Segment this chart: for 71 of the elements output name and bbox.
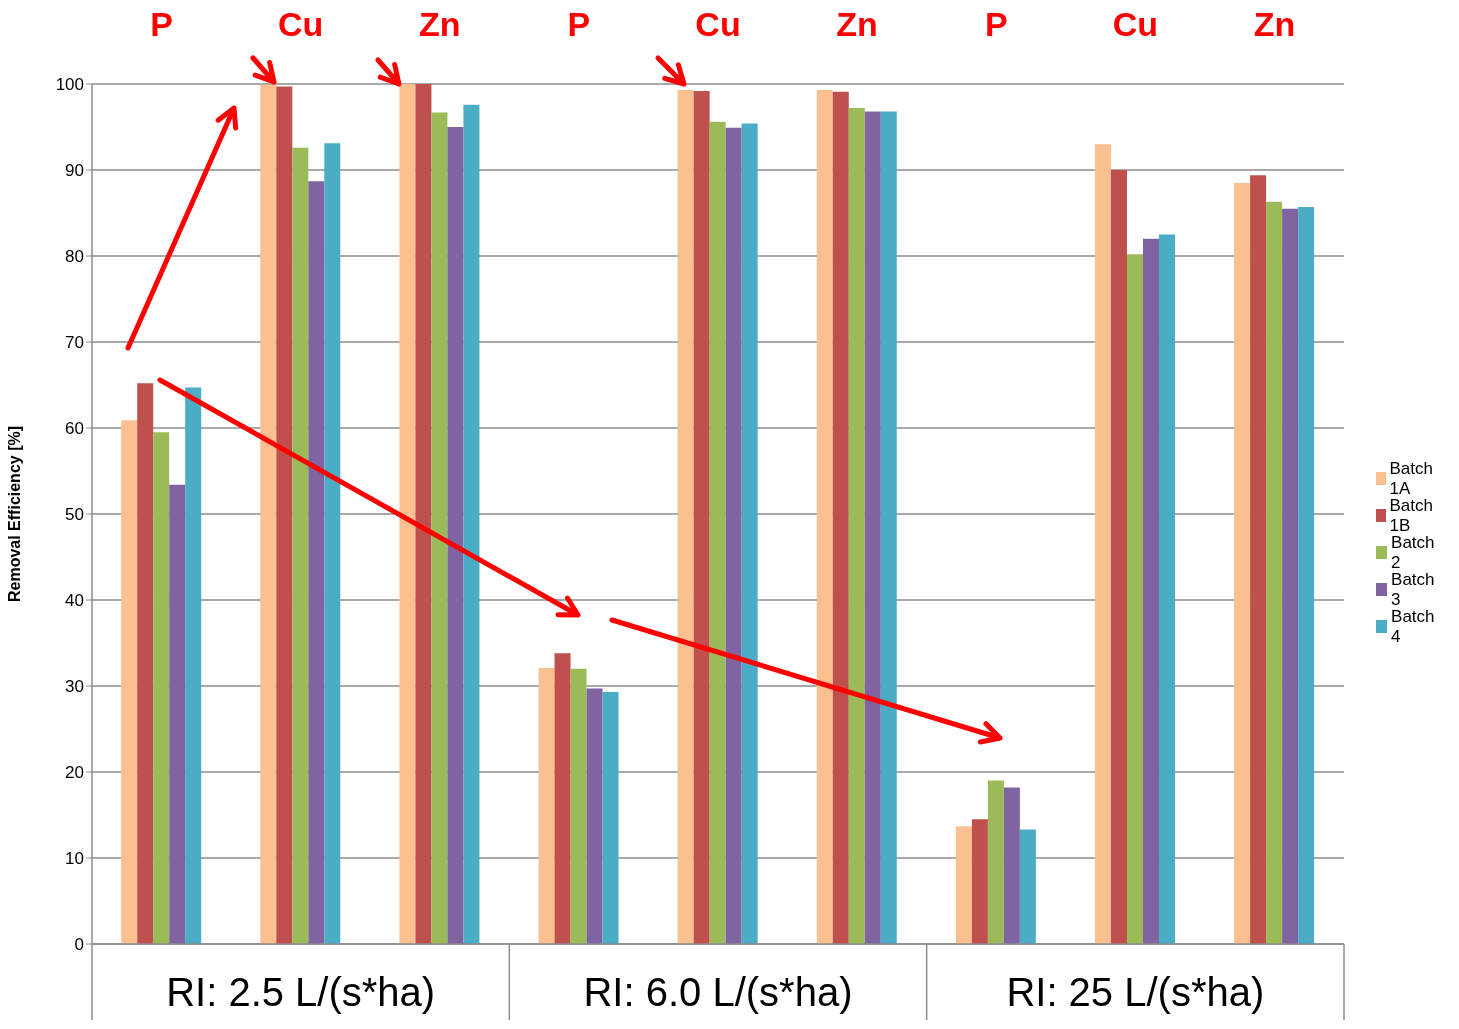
bar xyxy=(832,91,849,944)
legend-label: Batch 2 xyxy=(1391,532,1435,572)
bar xyxy=(415,84,432,944)
bar xyxy=(1019,829,1036,944)
bar xyxy=(1110,170,1127,944)
text: RI: 6.0 L/(s*ha) xyxy=(583,970,853,1014)
bar xyxy=(324,143,341,944)
bar xyxy=(848,108,865,944)
bar xyxy=(276,86,293,944)
y-tick-label: 20 xyxy=(65,763,84,783)
y-tick-label: 70 xyxy=(65,333,84,353)
x-tick-label: Zn xyxy=(419,5,461,43)
bar xyxy=(955,826,972,944)
bar xyxy=(1003,787,1020,944)
bar xyxy=(741,123,758,944)
bar xyxy=(725,127,742,944)
y-tick-label: 0 xyxy=(74,935,84,955)
bar xyxy=(880,111,897,944)
x-tick-label: Zn xyxy=(836,5,878,43)
y-tick-label: 90 xyxy=(65,161,84,181)
bar xyxy=(1250,175,1267,944)
y-tick-label: 50 xyxy=(65,505,84,525)
x-tick-label: Cu xyxy=(695,5,741,43)
bar xyxy=(431,112,448,944)
bar xyxy=(554,653,571,944)
legend-label: Batch 3 xyxy=(1391,569,1435,609)
y-tick-label: 10 xyxy=(65,849,84,869)
bar xyxy=(709,121,726,944)
bar xyxy=(463,104,480,944)
bar xyxy=(169,484,186,944)
y-tick-label: 60 xyxy=(65,419,84,439)
x-tick-label: P xyxy=(567,5,591,43)
bar xyxy=(864,111,881,944)
y-axis-title: Removal Efficiency [%] xyxy=(5,425,23,603)
bar xyxy=(137,383,154,944)
x-tick-label: P xyxy=(984,5,1008,43)
y-tick-label: 100 xyxy=(55,75,84,95)
bar xyxy=(292,147,309,944)
bar xyxy=(447,127,464,944)
y-tick-label: 40 xyxy=(65,591,84,611)
bar xyxy=(987,780,1004,944)
bar xyxy=(121,420,138,944)
x-tick-label: P xyxy=(150,5,173,43)
legend-label: Batch 4 xyxy=(1391,606,1436,647)
x-tick-label: Cu xyxy=(278,5,324,43)
bar xyxy=(153,432,170,944)
bar xyxy=(586,688,603,944)
bar xyxy=(1234,182,1251,944)
bar xyxy=(602,692,619,944)
bar xyxy=(1298,206,1315,944)
bar xyxy=(1094,144,1111,944)
x-tick-label: Zn xyxy=(1253,5,1296,43)
x-tick-label: Cu xyxy=(1112,5,1158,43)
y-tick-label: 80 xyxy=(65,247,84,267)
bar xyxy=(693,90,710,944)
text: RI: 25 L/(s*ha) xyxy=(1006,970,1265,1014)
bar xyxy=(1126,254,1143,944)
bar xyxy=(1158,234,1175,944)
bar xyxy=(570,668,587,944)
y-tick-label: 30 xyxy=(65,677,84,697)
bar xyxy=(185,387,202,944)
bar xyxy=(399,84,416,944)
bar xyxy=(816,90,833,944)
bar xyxy=(1282,208,1299,944)
bar xyxy=(677,90,694,944)
bar xyxy=(1266,201,1283,944)
bar xyxy=(308,181,325,944)
bar xyxy=(1142,238,1159,944)
text: RI: 2.5 L/(s*ha) xyxy=(166,970,436,1014)
bar xyxy=(971,819,988,944)
bar xyxy=(538,667,555,944)
